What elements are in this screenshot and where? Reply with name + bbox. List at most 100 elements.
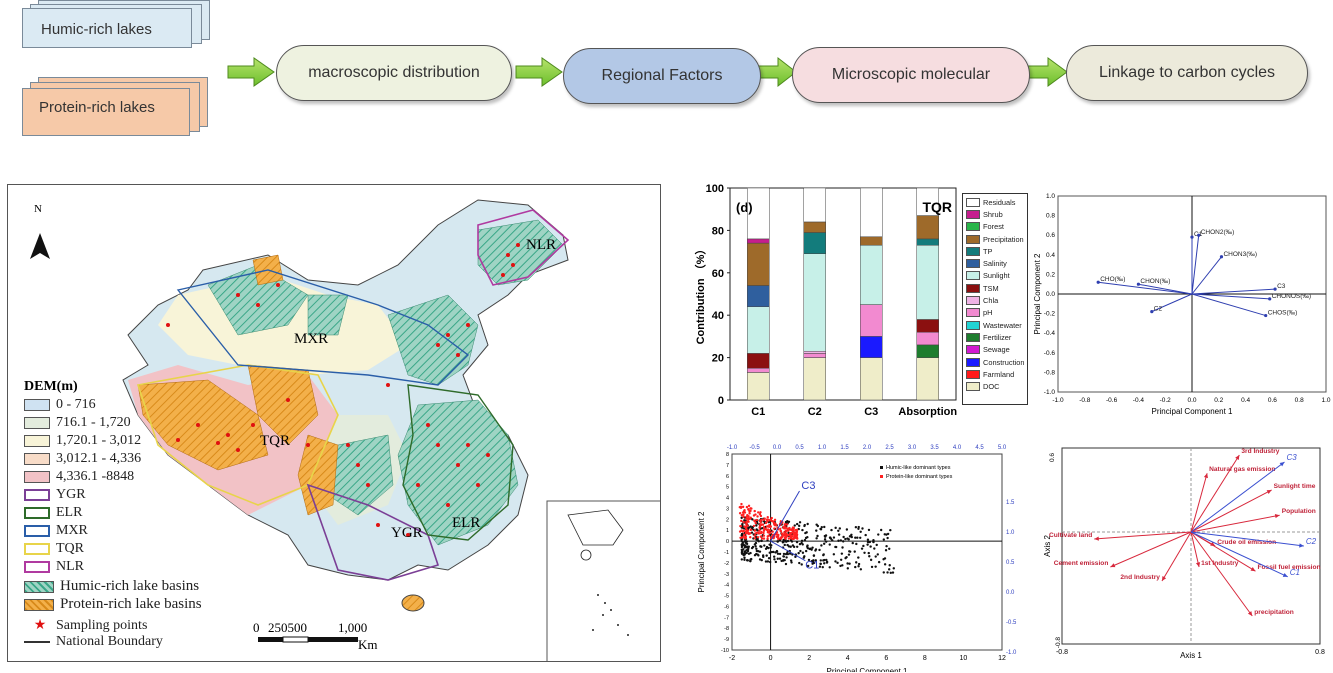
vector-label: CHON2(‰) [1201,229,1235,236]
point-humic [819,562,822,566]
legend-swatch [966,259,980,269]
point-humic [740,516,743,520]
point-protein [781,534,784,538]
point-humic [886,532,890,536]
point-humic [866,540,870,544]
point-humic [784,562,788,566]
point-humic [783,543,786,547]
point-humic [773,558,776,561]
legend-label: Protein-like dominant types [886,474,953,480]
point-humic [742,548,745,551]
point-protein [742,533,746,537]
bar-segment-shrub [747,238,770,244]
y-tick-label: -7 [724,615,729,621]
vector-arrowhead [1299,543,1304,548]
point-protein [762,537,766,540]
point-protein [784,526,787,529]
bar-segment-construction [860,336,883,358]
bar-segment-precipitation [803,221,826,233]
point-humic [837,529,840,532]
region-corner-label: TQR [922,199,952,215]
point-protein [787,529,790,532]
point-humic [776,552,780,555]
y-tick-label: 5 [726,485,729,491]
vector-label: C2 [1154,306,1163,313]
point-protein [768,529,772,532]
bar-segment-residuals [916,187,939,216]
point-humic [804,549,808,553]
legend-swatch [966,296,980,306]
point-humic [877,533,880,536]
point-protein [792,537,795,541]
biplot-vector [1190,454,1240,533]
bar-segment-residuals [747,187,770,240]
bar-chart-svg: 0 20 40 60 80 100 Contribution （%） C1 C2 C3 Absorp… [694,183,957,418]
point-humic [740,539,743,543]
bar-segment-ph [747,367,770,373]
biplot-vector [1190,531,1256,572]
point-humic [806,564,810,568]
region-label-nlr: NLR [526,237,556,253]
bar-segment-precipitation [860,236,883,246]
point-humic [847,553,851,556]
bar-segment-fertilizer [916,344,939,358]
point-humic [790,540,794,543]
y-tick-label: 1.0 [1046,193,1055,200]
top-tick-label: 1.0 [818,445,827,451]
arrow-4 [1025,57,1068,87]
point-humic [798,561,801,565]
point-humic [855,542,858,546]
point-humic [857,527,860,530]
point-humic [797,524,801,528]
point-humic [749,551,752,555]
vector-head [1197,233,1201,237]
point-humic [766,560,770,563]
point-humic [883,563,887,566]
legend-label: TSM [983,283,999,293]
region-label-elr: ELR [452,515,481,531]
point-protein [754,513,757,516]
point-humic [774,560,778,564]
scale-tick-0: 0 [253,620,260,635]
y-tick-label: -6 [724,604,729,610]
point-humic [789,559,793,562]
top-tick-label: 3.5 [930,445,939,451]
legend-item: Chla [966,294,1027,306]
legend-swatch [966,382,980,392]
point-humic [767,546,770,550]
point-humic [889,571,892,575]
legend-boundary: National Boundary [24,634,163,650]
legend-label: Fertilizer [983,332,1012,342]
biplot-vector [1110,531,1192,568]
point-protein [768,518,772,522]
legend-item: Forest [966,221,1027,233]
point-protein [762,518,765,522]
y-tick-label: 0.4 [1046,252,1055,259]
bar-segment-ph [803,353,826,358]
point-humic [862,544,865,548]
point-humic [870,565,874,569]
vector-label: 1st Industry [1201,560,1239,567]
top-tick-label: 2.5 [885,445,894,451]
top-tick-label: 4.5 [975,445,984,451]
point-protein [747,532,751,536]
point-protein [792,533,795,536]
legend-item: Construction [966,356,1027,368]
y-tick-label: -1.0 [1044,389,1056,396]
point-humic [842,535,845,539]
point-humic [780,559,783,563]
legend-swatch [966,357,980,367]
point-humic [874,555,877,558]
point-humic [838,527,842,530]
point-humic [812,554,816,557]
legend-label: Sewage [983,345,1010,355]
point-humic [849,535,853,538]
bar-segment-ph [916,331,939,346]
y-tick-label: 6 [726,474,729,480]
vector-c1 [770,540,806,562]
y-tick-label: 8 [726,452,729,458]
dem-class-1: 0 - 716 [24,397,96,413]
loading-vector [1151,293,1193,313]
biplot-vector [1190,473,1208,533]
point-humic [857,565,860,568]
